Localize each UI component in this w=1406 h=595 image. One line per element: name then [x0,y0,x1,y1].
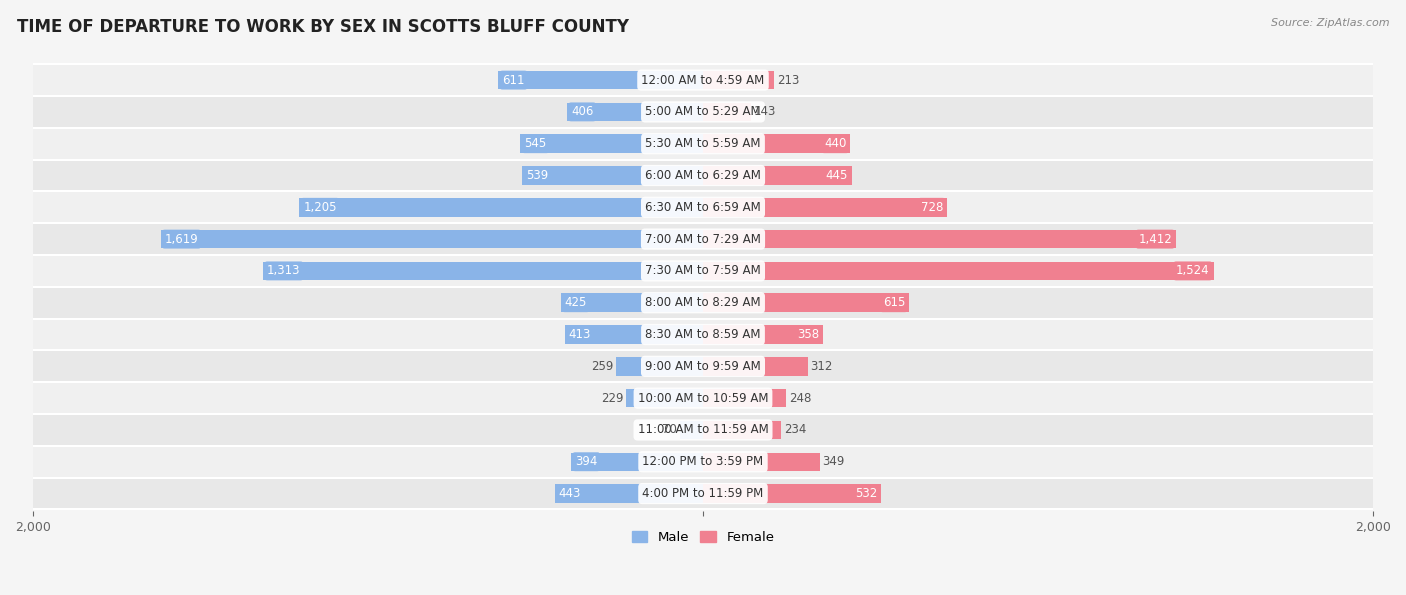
Bar [32,287,1374,318]
Bar [520,134,703,153]
Text: 9:00 AM to 9:59 AM: 9:00 AM to 9:59 AM [645,360,761,373]
Bar [703,230,1175,248]
Text: 143: 143 [754,105,776,118]
Text: Source: ZipAtlas.com: Source: ZipAtlas.com [1271,18,1389,28]
Text: 6:00 AM to 6:29 AM: 6:00 AM to 6:29 AM [645,169,761,182]
Text: 1,412: 1,412 [1139,233,1173,246]
Bar [32,64,1374,96]
Text: 611: 611 [502,74,524,87]
Bar [32,350,1374,382]
Text: 259: 259 [591,360,613,373]
Bar [561,293,703,312]
Bar [565,325,703,344]
Bar [32,382,1374,414]
Text: 12:00 PM to 3:59 PM: 12:00 PM to 3:59 PM [643,455,763,468]
Bar [703,453,820,471]
Text: 4:00 PM to 11:59 PM: 4:00 PM to 11:59 PM [643,487,763,500]
Text: 539: 539 [526,169,548,182]
Text: 406: 406 [571,105,593,118]
Text: 213: 213 [778,74,800,87]
Bar [160,230,703,248]
Text: 8:00 AM to 8:29 AM: 8:00 AM to 8:29 AM [645,296,761,309]
Text: 349: 349 [823,455,845,468]
Bar [299,198,703,217]
Text: 5:30 AM to 5:59 AM: 5:30 AM to 5:59 AM [645,137,761,150]
Text: 248: 248 [789,392,811,405]
Text: 443: 443 [558,487,581,500]
Bar [679,421,703,439]
Text: 440: 440 [824,137,846,150]
Text: 394: 394 [575,455,598,468]
Text: 445: 445 [825,169,848,182]
Text: 425: 425 [565,296,588,309]
Text: 545: 545 [524,137,547,150]
Bar [703,484,882,503]
Text: 70: 70 [662,424,676,437]
Bar [703,293,910,312]
Bar [571,453,703,471]
Bar [554,484,703,503]
Bar [703,325,823,344]
Bar [32,159,1374,192]
Bar [703,357,807,375]
Bar [32,318,1374,350]
Text: 1,205: 1,205 [304,201,337,214]
Text: 1,619: 1,619 [165,233,198,246]
Bar [32,223,1374,255]
Bar [703,262,1213,280]
Text: 7:30 AM to 7:59 AM: 7:30 AM to 7:59 AM [645,264,761,277]
Bar [616,357,703,375]
Text: 413: 413 [568,328,591,341]
Bar [703,166,852,184]
Bar [703,134,851,153]
Text: 7:00 AM to 7:29 AM: 7:00 AM to 7:29 AM [645,233,761,246]
Bar [32,96,1374,128]
Text: 10:00 AM to 10:59 AM: 10:00 AM to 10:59 AM [638,392,768,405]
Bar [32,414,1374,446]
Text: 728: 728 [921,201,943,214]
Text: 615: 615 [883,296,905,309]
Text: 1,524: 1,524 [1175,264,1209,277]
Text: 234: 234 [785,424,807,437]
Bar [703,389,786,408]
Bar [32,478,1374,509]
Bar [703,103,751,121]
Bar [703,198,946,217]
Text: 229: 229 [602,392,624,405]
Text: 8:30 AM to 8:59 AM: 8:30 AM to 8:59 AM [645,328,761,341]
Bar [567,103,703,121]
Text: 1,313: 1,313 [267,264,301,277]
Bar [626,389,703,408]
Bar [263,262,703,280]
Bar [523,166,703,184]
Bar [32,192,1374,223]
Text: 5:00 AM to 5:29 AM: 5:00 AM to 5:29 AM [645,105,761,118]
Text: 358: 358 [797,328,818,341]
Text: 12:00 AM to 4:59 AM: 12:00 AM to 4:59 AM [641,74,765,87]
Bar [32,128,1374,159]
Bar [498,71,703,89]
Text: 11:00 AM to 11:59 AM: 11:00 AM to 11:59 AM [638,424,768,437]
Bar [703,71,775,89]
Bar [703,421,782,439]
Legend: Male, Female: Male, Female [626,526,780,549]
Text: 532: 532 [855,487,877,500]
Bar [32,255,1374,287]
Text: TIME OF DEPARTURE TO WORK BY SEX IN SCOTTS BLUFF COUNTY: TIME OF DEPARTURE TO WORK BY SEX IN SCOT… [17,18,628,36]
Text: 6:30 AM to 6:59 AM: 6:30 AM to 6:59 AM [645,201,761,214]
Text: 312: 312 [810,360,832,373]
Bar [32,446,1374,478]
